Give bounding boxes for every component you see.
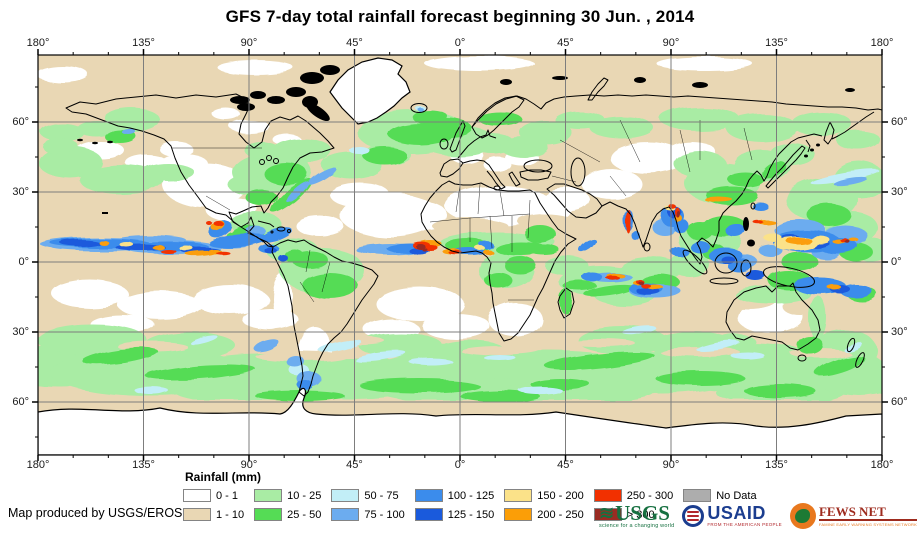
usaid-logo-text: USAID (707, 503, 766, 523)
usgs-logo: ≋ USGS science for a changing world (599, 501, 675, 530)
legend-label: 75 - 100 (364, 508, 405, 521)
legend-item: 10 - 25 (254, 488, 321, 503)
country-borders (172, 119, 753, 303)
legend-item: No Data (683, 488, 757, 503)
usgs-wave-icon: ≋ (599, 503, 615, 523)
x-axis-label: 90° (240, 459, 258, 471)
x-axis-label: 135° (132, 459, 155, 471)
legend-swatch (183, 508, 211, 521)
legend-item: 200 - 250 (504, 507, 584, 522)
legend-swatch (504, 489, 533, 502)
y-axis-label: 60° (891, 116, 908, 128)
y-axis-label: 30° (12, 186, 29, 198)
x-axis-label: 45° (557, 37, 574, 49)
x-axis-label: 180° (870, 459, 894, 471)
legend-label: 100 - 125 (447, 489, 495, 502)
coastlines (65, 77, 882, 397)
x-axis-label: 0° (454, 459, 466, 471)
credit-text: Map produced by USGS/EROS (8, 506, 183, 520)
legend-item: 25 - 50 (254, 507, 321, 522)
x-axis-label: 90° (240, 37, 258, 49)
fewsnet-logo-text: FEWS NET (818, 505, 917, 521)
legend-items: 0 - 1 1 - 10 10 - 25 25 - 50 50 - 75 75 - 100… (183, 488, 767, 526)
legend-item: 0 - 1 (183, 488, 244, 503)
legend-item: 100 - 125 (414, 488, 495, 503)
legend-item: 50 - 75 (331, 488, 404, 503)
x-axis-label: 135° (765, 37, 788, 49)
x-axis-label: 45° (346, 37, 363, 49)
x-axis-label: 180° (26, 459, 50, 471)
legend: Rainfall (mm) 0 - 1 1 - 10 10 - 25 25 - 50 5… (183, 470, 767, 526)
page-title: GFS 7-day total rainfall forecast beginn… (225, 7, 695, 26)
fewsnet-tagline: FAMINE EARLY WARNING SYSTEMS NETWORK (818, 521, 917, 527)
legend-label: > 300 (626, 508, 655, 521)
legend-swatch (504, 508, 533, 521)
legend-label: No Data (716, 489, 757, 502)
legend-label: 25 - 50 (287, 508, 322, 521)
y-axis-label: 60° (891, 396, 908, 408)
legend-item: 75 - 100 (331, 507, 405, 522)
usgs-logo-text: USGS (615, 501, 670, 525)
legend-swatch (414, 489, 443, 502)
x-axis-label: 135° (132, 37, 155, 49)
legend-swatch (414, 508, 443, 521)
y-axis-label: 0° (891, 256, 902, 268)
x-axis-label: 90° (662, 37, 680, 49)
usaid-tagline: FROM THE AMERICAN PEOPLE (707, 522, 782, 527)
x-axis-label: 0° (454, 37, 466, 49)
legend-label: 250 - 300 (626, 489, 674, 502)
gridlines (38, 55, 882, 455)
legend-item: 1 - 10 (183, 507, 244, 522)
logo-strip: ≋ USGS science for a changing world USAI… (599, 497, 917, 535)
y-axis-label: 30° (891, 186, 908, 198)
y-axis-label: 0° (18, 256, 29, 268)
legend-swatch (593, 508, 622, 521)
legend-label: 125 - 150 (447, 508, 495, 521)
legend-swatch (593, 489, 622, 502)
legend-label: 10 - 25 (287, 489, 322, 502)
usaid-emblem-icon (682, 505, 705, 527)
usgs-tagline: science for a changing world (599, 523, 675, 529)
x-axis-label: 180° (26, 37, 50, 49)
legend-swatch (683, 489, 712, 502)
x-axis-label: 180° (870, 37, 894, 49)
legend-label: 0 - 1 (216, 489, 239, 502)
legend-swatch (331, 489, 360, 502)
fewsnet-logo: FEWS NET FAMINE EARLY WARNING SYSTEMS NE… (789, 503, 917, 529)
legend-label: 150 - 200 (537, 489, 584, 502)
legend-label: 1 - 10 (216, 508, 245, 521)
legend-swatch (331, 508, 360, 521)
legend-label: 50 - 75 (364, 489, 399, 502)
x-axis-label: 45° (557, 459, 574, 471)
legend-swatch (254, 489, 283, 502)
y-axis-label: 30° (12, 326, 29, 338)
x-axis-label: 90° (662, 459, 680, 471)
usaid-logo: USAID FROM THE AMERICAN PEOPLE (682, 503, 782, 527)
legend-item: 250 - 300 (593, 488, 674, 503)
map-frame (37, 54, 883, 456)
y-axis-label: 60° (12, 396, 29, 408)
y-axis-label: 60° (12, 116, 29, 128)
legend-swatch (254, 508, 283, 521)
legend-swatch (183, 489, 211, 502)
x-axis-label: 135° (765, 459, 788, 471)
legend-item: 150 - 200 (504, 488, 584, 503)
legend-label: 200 - 250 (537, 508, 584, 521)
axis-ticks (32, 49, 888, 461)
y-axis-label: 30° (891, 326, 908, 338)
x-axis-label: 45° (346, 459, 363, 471)
legend-item: 125 - 150 (414, 507, 495, 522)
fewsnet-globe-icon (789, 503, 816, 529)
legend-title: Rainfall (mm) (185, 470, 262, 484)
legend-item: > 300 (593, 507, 673, 522)
